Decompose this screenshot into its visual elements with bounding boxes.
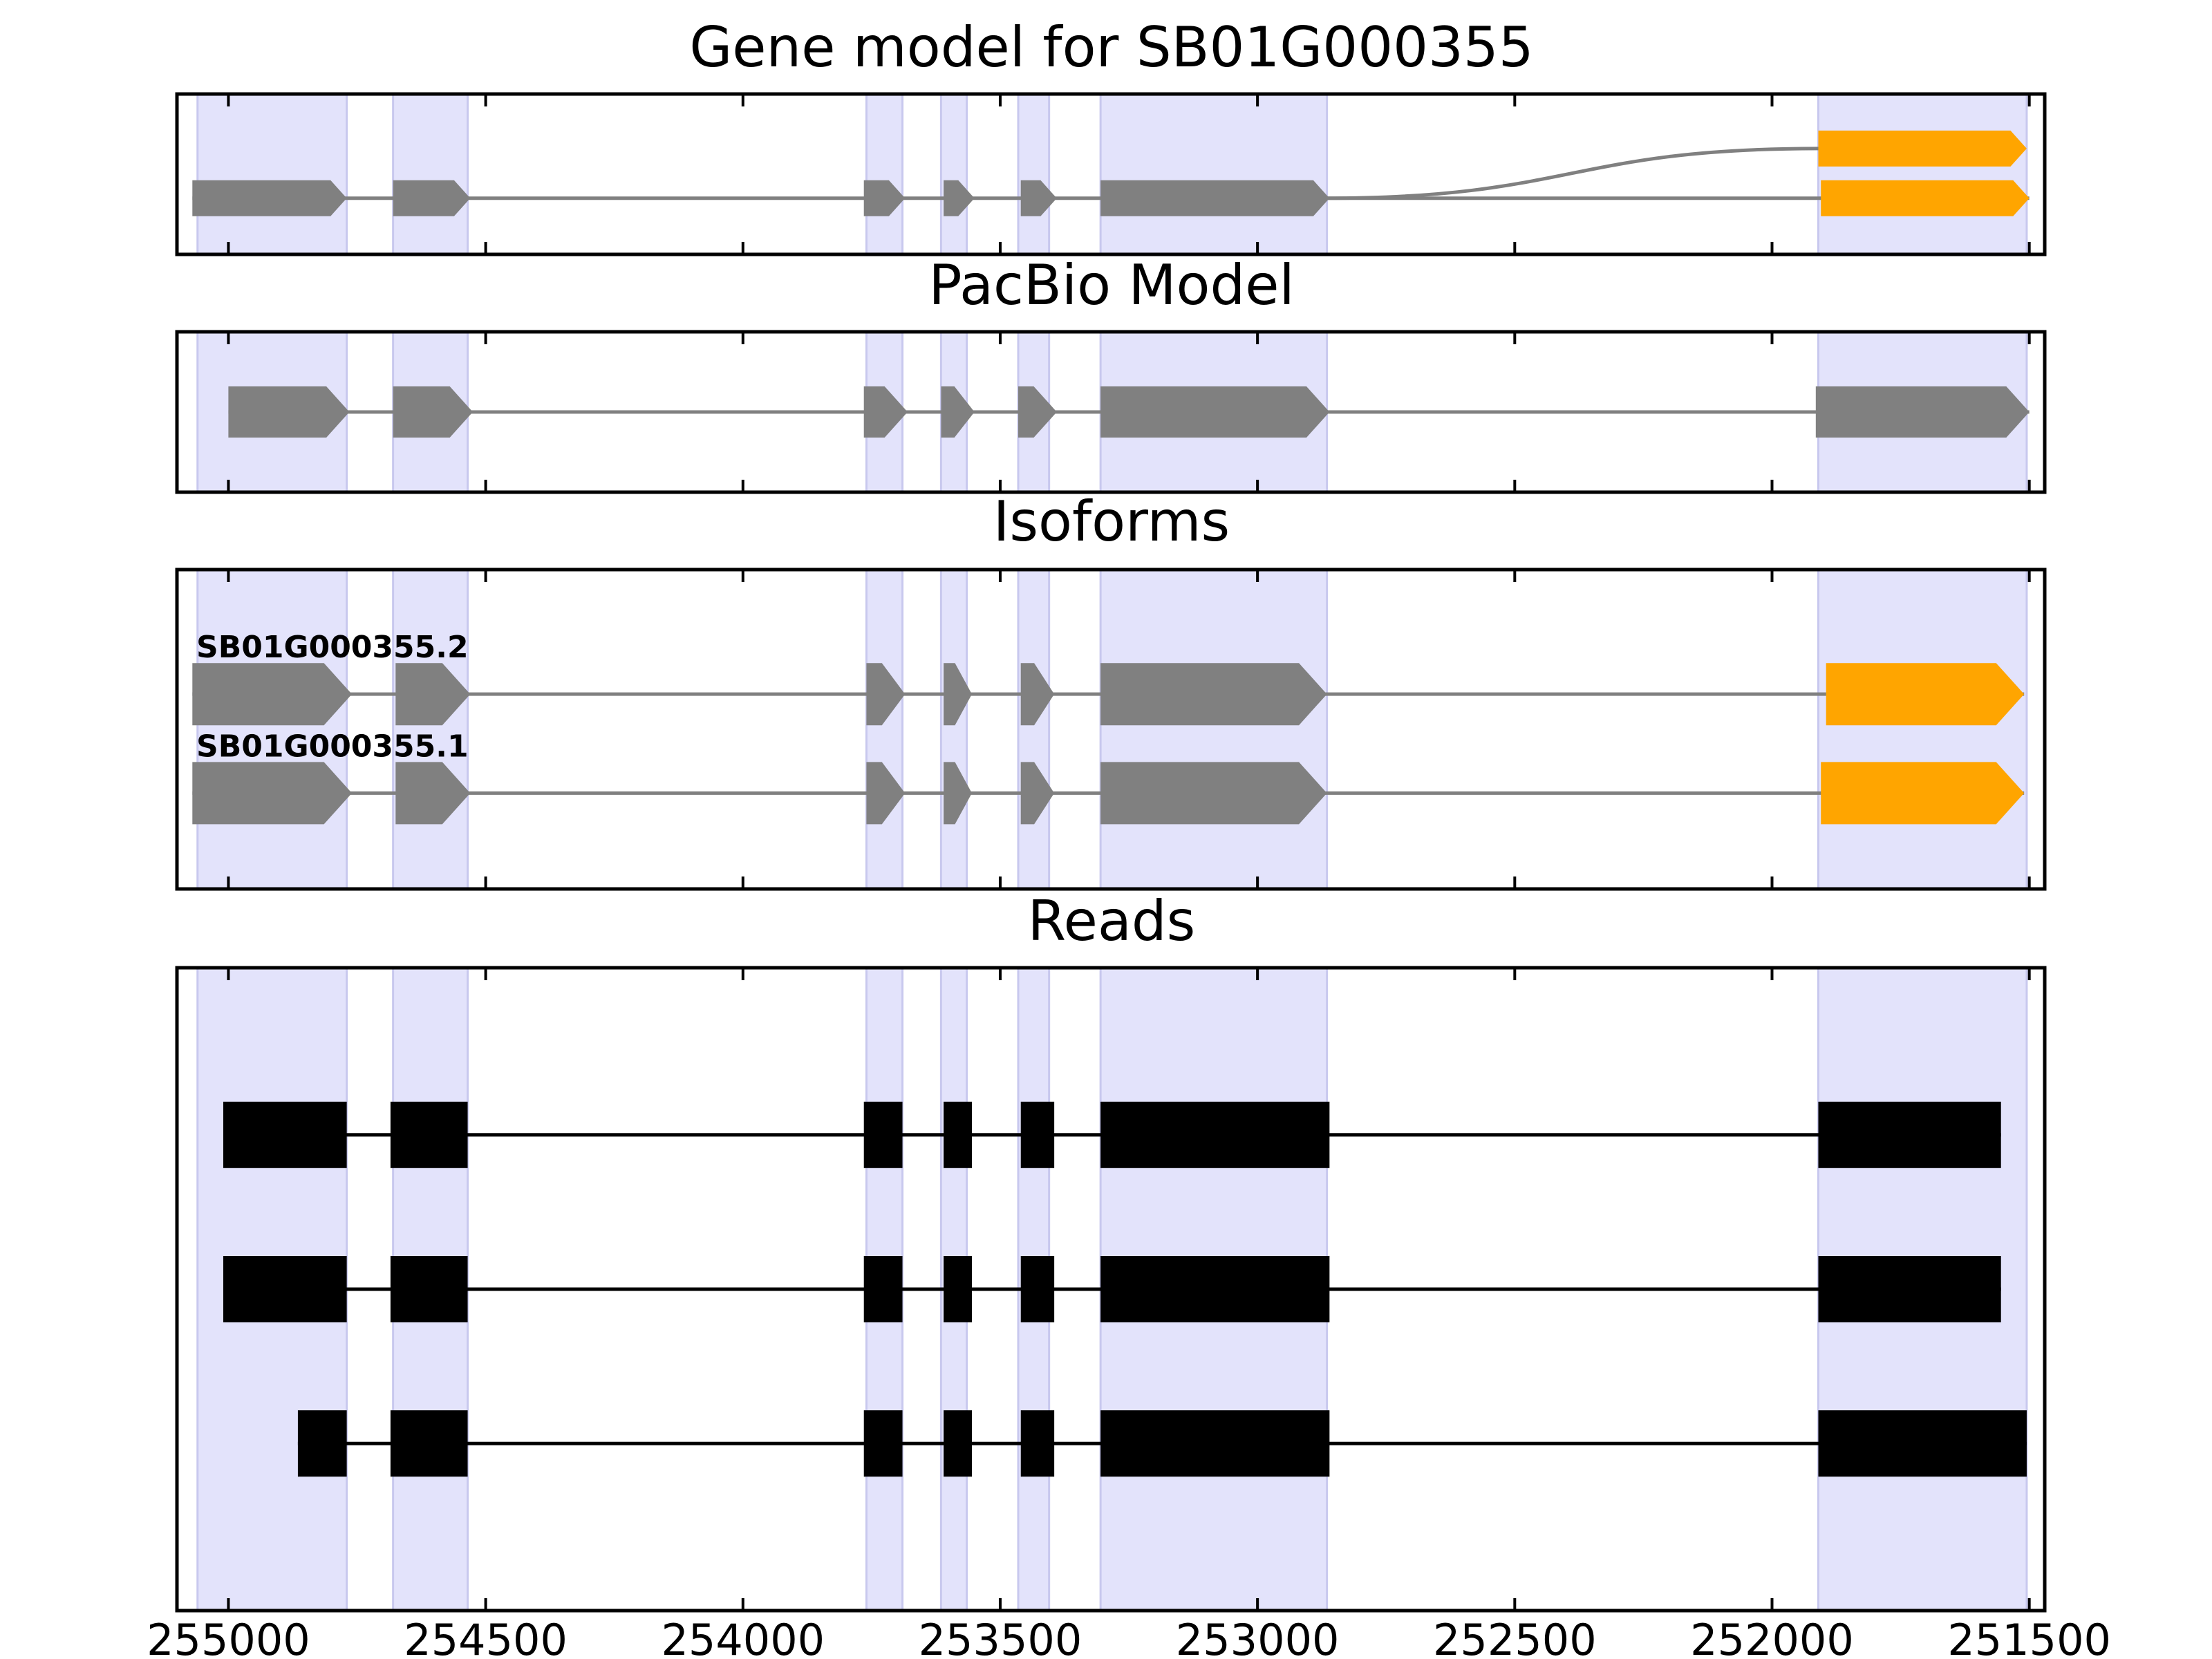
exon-arrow: [393, 180, 471, 216]
read-block: [1100, 1256, 1330, 1322]
exon-arrow: [866, 762, 906, 825]
exon-arrow: [395, 663, 471, 726]
highlight-region: [865, 93, 904, 256]
read-block: [1100, 1101, 1330, 1168]
read-block: [863, 1101, 903, 1168]
panel-ticks: [227, 332, 2031, 492]
panel-tracks: SB01G000355.2 SB01G000355.1: [192, 630, 2025, 825]
panel-title-isoforms: Isoforms: [993, 489, 1230, 554]
exon-arrow: [944, 663, 972, 726]
read-block: [1020, 1256, 1055, 1322]
x-axis-tick-labels: 255000 254500 254000 253500 253000 252500 2520…: [147, 1615, 2111, 1659]
read-block: [223, 1256, 347, 1322]
panel-ticks: [227, 94, 2031, 254]
exon-arrow: [192, 762, 353, 825]
x-tick-label: 254000: [661, 1615, 825, 1659]
read-block: [1818, 1101, 2001, 1168]
x-tick-label: 255000: [147, 1615, 310, 1659]
exon-arrow: [393, 386, 473, 438]
exon-arrow: [941, 386, 975, 438]
panel-tracks: [228, 386, 2030, 438]
panel-tracks: [192, 130, 2030, 216]
panel-highlights: [196, 568, 2028, 890]
exon-arrow: [1100, 762, 1327, 825]
panel-frame: [175, 330, 2047, 494]
highlight-region: [196, 93, 348, 256]
highlight-region: [865, 568, 904, 890]
exon-arrow: [863, 386, 908, 438]
exon-arrow: [1020, 762, 1055, 825]
read-block: [297, 1410, 347, 1477]
panel-highlights: [196, 93, 2028, 256]
highlight-region: [939, 568, 968, 890]
highlight-region: [392, 93, 469, 256]
exon-arrow: [1100, 663, 1327, 726]
highlight-region: [1017, 93, 1051, 256]
read-block: [390, 1101, 468, 1168]
panel-pacbio-model: PacBio Model: [175, 253, 2047, 494]
x-tick-label: 251500: [1947, 1615, 2111, 1659]
read-block: [1818, 1256, 2001, 1322]
exon-arrow: [944, 762, 972, 825]
panel-frame: [175, 966, 2047, 1613]
read-block: [1020, 1101, 1055, 1168]
exon-arrow: [192, 180, 347, 216]
read-block: [1100, 1410, 1330, 1477]
panel-isoforms: Isoforms SB01G000355.2 SB01G000355.1: [175, 489, 2047, 891]
exon-arrow: [1821, 762, 2025, 825]
exon-arrow: [944, 180, 975, 216]
exon-arrow: [1815, 386, 2030, 438]
read-block: [390, 1410, 468, 1477]
panel-ticks: [227, 968, 2031, 1611]
exon-arrow: [1100, 180, 1330, 216]
read-block: [863, 1410, 903, 1477]
panel-ticks: [227, 570, 2031, 889]
read-block: [944, 1410, 973, 1477]
exon-arrow: [1100, 386, 1330, 438]
exon-arrow: [1020, 180, 1057, 216]
exon-arrow: [866, 663, 906, 726]
panel-title-reads: Reads: [1028, 889, 1196, 953]
panel-tracks: [223, 1101, 2027, 1477]
highlight-region: [939, 93, 968, 256]
read-block: [863, 1256, 903, 1322]
panel-title-gene-model: Gene model for SB01G000355: [689, 15, 1533, 79]
exon-arrow: [1018, 386, 1057, 438]
read-block: [1020, 1410, 1055, 1477]
exon-arrow: [228, 386, 350, 438]
read-block: [223, 1101, 347, 1168]
read-block: [944, 1101, 973, 1168]
panel-frame: [175, 568, 2047, 891]
exon-arrow: [192, 663, 353, 726]
highlight-region: [1817, 93, 2028, 256]
isoform-label: SB01G000355.1: [196, 729, 469, 764]
highlight-region: [1099, 568, 1329, 890]
exon-arrow: [395, 762, 471, 825]
x-tick-label: 252500: [1433, 1615, 1597, 1659]
exon-arrow: [1020, 663, 1055, 726]
x-tick-label: 253500: [919, 1615, 1082, 1659]
highlight-region: [1099, 93, 1329, 256]
panel-reads: Reads 255000 254500 254000 253500 253000 2525…: [147, 889, 2111, 1659]
read-block: [390, 1256, 468, 1322]
x-tick-label: 254500: [404, 1615, 568, 1659]
exon-arrow: [863, 180, 906, 216]
splice-junction-curve: [1324, 147, 1819, 200]
x-tick-label: 253000: [1176, 1615, 1340, 1659]
read-block: [1818, 1410, 2027, 1477]
x-tick-label: 252000: [1690, 1615, 1854, 1659]
exon-arrow: [1826, 663, 2025, 726]
exon-arrow: [1821, 180, 2030, 216]
highlight-region: [1017, 568, 1051, 890]
read-block: [944, 1256, 973, 1322]
panel-frame: [175, 92, 2047, 256]
highlight-region: [1817, 568, 2028, 890]
panel-title-pacbio-model: PacBio Model: [928, 253, 1294, 317]
panel-gene-model: Gene model for SB01G000355: [175, 15, 2047, 256]
exon-arrow: [1818, 130, 2027, 167]
isoform-label: SB01G000355.2: [196, 630, 469, 665]
